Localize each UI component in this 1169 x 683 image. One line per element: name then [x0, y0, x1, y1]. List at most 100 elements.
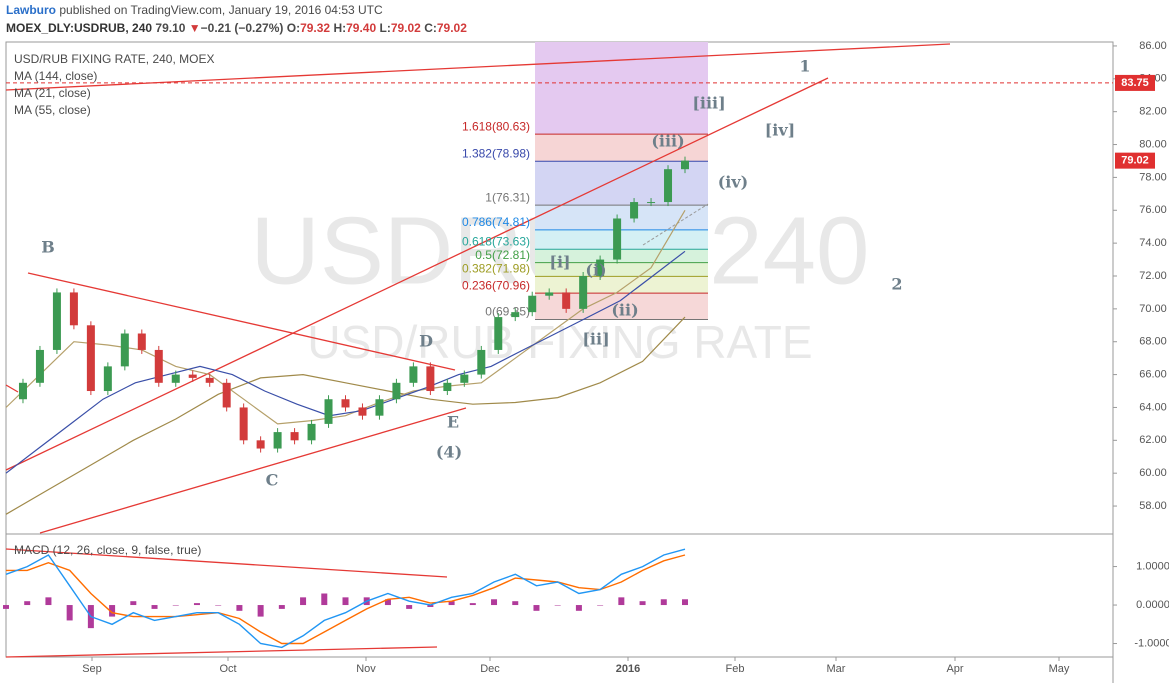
- x-tick-label: Feb: [726, 663, 745, 675]
- candle: [562, 292, 571, 309]
- legend-title: USD/RUB FIXING RATE, 240, MOEX: [14, 52, 214, 66]
- moving-average: [5, 209, 686, 425]
- histogram-bar: [109, 605, 116, 617]
- candle: [375, 399, 384, 416]
- wave-label: [iii]: [692, 94, 725, 113]
- candle: [664, 169, 673, 203]
- wave-label: (i): [585, 261, 606, 280]
- y-tick-label: 64.00: [1139, 401, 1167, 413]
- wave-label: (4): [436, 443, 462, 462]
- fib-label: 0(69.35): [485, 305, 530, 319]
- candle: [596, 259, 605, 276]
- last: 79.10: [155, 21, 185, 35]
- fib-band: [535, 205, 708, 230]
- candle: [324, 399, 333, 424]
- legend-entry: MA (21, close): [14, 86, 91, 100]
- fib-extension-band: [535, 42, 708, 134]
- wave-label: [iv]: [765, 121, 796, 140]
- projection-line: [642, 203, 709, 246]
- wave-label: 2: [891, 275, 902, 294]
- candle: [460, 374, 469, 383]
- trend-line: [5, 77, 829, 471]
- histogram-bar: [491, 599, 498, 606]
- candle: [256, 440, 265, 449]
- histogram-bar: [3, 605, 9, 609]
- histogram-bar: [469, 603, 476, 606]
- price-tag-label: 79.02: [1121, 155, 1149, 167]
- y-tick-label: -1.0000: [1134, 637, 1169, 649]
- histogram-bar: [278, 605, 285, 609]
- moving-average: [5, 250, 686, 474]
- histogram-bar: [66, 605, 73, 621]
- x-tick-label: Sep: [82, 663, 102, 675]
- published: published on TradingView.com, January 19…: [59, 3, 383, 17]
- wave-label: (ii): [611, 301, 638, 320]
- open-label: O:: [287, 21, 300, 35]
- candle: [358, 407, 367, 416]
- trend-line: [5, 384, 19, 393]
- fib-band: [535, 249, 708, 263]
- y-tick-label: 58.00: [1139, 500, 1167, 512]
- fib-label: 1.382(78.98): [462, 146, 530, 160]
- candle: [443, 382, 452, 392]
- high: 79.40: [346, 21, 376, 35]
- candle: [239, 407, 248, 441]
- histogram-bar: [618, 597, 625, 606]
- y-tick-label: 68.00: [1139, 336, 1167, 348]
- histogram-bar: [533, 605, 540, 611]
- x-tick-label: Nov: [356, 663, 376, 675]
- trend-line: [39, 407, 467, 534]
- fib-label: 1(76.31): [485, 190, 530, 204]
- trend-line: [5, 548, 448, 578]
- histogram-bar: [300, 597, 307, 606]
- x-tick-label: Apr: [946, 663, 963, 675]
- x-tick-label: May: [1049, 663, 1070, 675]
- wave-label: 1: [799, 57, 810, 76]
- watermark-description: USD/RUB FIXING RATE: [307, 316, 812, 368]
- histogram-bar: [575, 605, 582, 611]
- wave-label: C: [266, 471, 279, 490]
- fib-band: [535, 276, 708, 294]
- y-tick-label: 82.00: [1139, 106, 1167, 118]
- x-tick-label: Dec: [480, 663, 500, 675]
- wave-label: [i]: [549, 253, 570, 272]
- candle: [103, 366, 112, 392]
- candle: [341, 399, 350, 408]
- histogram-bar: [660, 599, 667, 606]
- candle: [290, 432, 299, 441]
- x-tick-label: Oct: [219, 663, 236, 675]
- candle: [120, 333, 129, 367]
- symbol: MOEX_DLY:USDRUB, 240: [6, 21, 152, 35]
- candle: [18, 382, 27, 400]
- fib-label: 0.382(71.98): [462, 261, 530, 275]
- y-tick-label: 72.00: [1139, 270, 1167, 282]
- histogram-bar: [512, 601, 519, 606]
- legend-entry: MA (144, close): [14, 69, 97, 83]
- histogram-bar: [384, 599, 391, 606]
- arrow: ▼: [189, 21, 201, 35]
- histogram-bar: [215, 605, 222, 606]
- x-tick-label: Mar: [827, 663, 846, 675]
- author[interactable]: Lawburo: [6, 3, 56, 17]
- histogram-bar: [172, 605, 179, 606]
- candle: [426, 366, 435, 392]
- legend-entry: MA (55, close): [14, 103, 91, 117]
- candle: [69, 292, 78, 326]
- low: 79.02: [391, 21, 421, 35]
- histogram-bar: [321, 593, 328, 606]
- histogram-bar: [130, 601, 137, 606]
- x-tick-label: 2016: [616, 663, 640, 675]
- fib-band: [535, 229, 708, 250]
- change: −0.21 (−0.27%): [201, 21, 284, 35]
- header: Lawburo published on TradingView.com, Ja…: [6, 3, 383, 17]
- histogram-bar: [597, 605, 604, 606]
- trend-line: [27, 272, 456, 371]
- wave-label: E: [447, 413, 459, 432]
- candle: [511, 312, 520, 318]
- trend-line: [5, 646, 438, 658]
- histogram-bar: [554, 605, 561, 606]
- trend-line: [5, 43, 951, 91]
- low-label: L:: [380, 21, 391, 35]
- candle: [545, 292, 554, 296]
- fib-label: 0.618(73.63): [462, 234, 530, 248]
